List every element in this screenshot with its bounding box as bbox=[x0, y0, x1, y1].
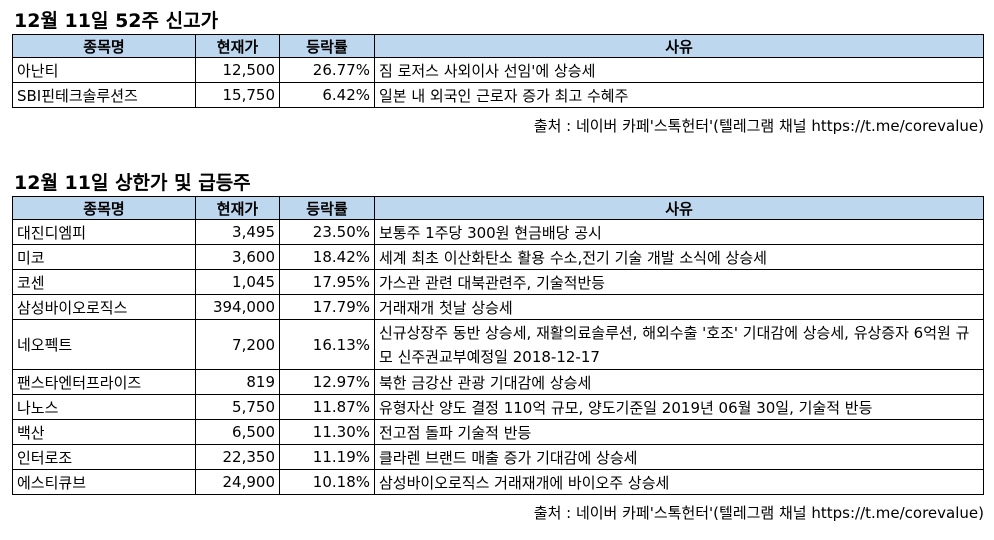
stock-name: 인터로조 bbox=[12, 444, 196, 470]
table-row: 팬스타엔터프라이즈 819 12.97% 북한 금강산 관광 기대감에 상승세 bbox=[12, 369, 984, 395]
stock-change: 23.50% bbox=[279, 219, 375, 245]
stock-name: 아난티 bbox=[12, 57, 196, 83]
stock-price: 3,600 bbox=[195, 244, 280, 270]
stock-reason: 세계 최초 이산화탄소 활용 수소,전기 기술 개발 소식에 상승세 bbox=[374, 244, 984, 270]
stock-price: 394,000 bbox=[195, 294, 280, 320]
stock-price: 6,500 bbox=[195, 419, 280, 445]
table-row: 미코 3,600 18.42% 세계 최초 이산화탄소 활용 수소,전기 기술 … bbox=[12, 244, 984, 270]
stock-price: 22,350 bbox=[195, 444, 280, 470]
stock-reason: 북한 금강산 관광 기대감에 상승세 bbox=[374, 369, 984, 395]
section2-title: 12월 11일 상한가 및 급등주 bbox=[14, 172, 251, 194]
col-header-name: 종목명 bbox=[12, 34, 196, 58]
stock-name: 코센 bbox=[12, 269, 196, 295]
source-note: 출처 : 네이버 카페'스톡헌터'(텔레그램 채널 https://t.me/c… bbox=[533, 504, 984, 522]
stock-name: SBI핀테크솔루션즈 bbox=[12, 82, 196, 108]
col-header-reason: 사유 bbox=[374, 34, 984, 58]
stock-price: 12,500 bbox=[195, 57, 280, 83]
stock-name: 백산 bbox=[12, 419, 196, 445]
stock-name: 삼성바이오로직스 bbox=[12, 294, 196, 320]
col-header-change: 등락률 bbox=[279, 34, 375, 58]
source-note: 출처 : 네이버 카페'스톡헌터'(텔레그램 채널 https://t.me/c… bbox=[533, 117, 984, 135]
stock-change: 11.19% bbox=[279, 444, 375, 470]
table-row: SBI핀테크솔루션즈 15,750 6.42% 일본 내 외국인 근로자 증가 … bbox=[12, 82, 984, 108]
stock-change: 16.13% bbox=[279, 319, 375, 370]
stock-change: 18.42% bbox=[279, 244, 375, 270]
table-row: 코센 1,045 17.95% 가스관 관련 대북관련주, 기술적반등 bbox=[12, 269, 984, 295]
table-row: 나노스 5,750 11.87% 유형자산 양도 결정 110억 규모, 양도기… bbox=[12, 394, 984, 420]
stock-price: 1,045 bbox=[195, 269, 280, 295]
col-header-price: 현재가 bbox=[195, 34, 280, 58]
stock-name: 미코 bbox=[12, 244, 196, 270]
section1-title: 12월 11일 52주 신고가 bbox=[14, 10, 219, 32]
stock-reason: 가스관 관련 대북관련주, 기술적반등 bbox=[374, 269, 984, 295]
stock-name: 팬스타엔터프라이즈 bbox=[12, 369, 196, 395]
table-row: 네오펙트 7,200 16.13% 신규상장주 동반 상승세, 재활의료솔루션,… bbox=[12, 319, 984, 370]
col-header-change: 등락률 bbox=[279, 196, 375, 220]
table-row: 대진디엠피 3,495 23.50% 보통주 1주당 300원 현금배당 공시 bbox=[12, 219, 984, 245]
stock-price: 24,900 bbox=[195, 469, 280, 495]
stock-reason: 거래재개 첫날 상승세 bbox=[374, 294, 984, 320]
stock-price: 819 bbox=[195, 369, 280, 395]
stock-price: 5,750 bbox=[195, 394, 280, 420]
stock-reason: 보통주 1주당 300원 현금배당 공시 bbox=[374, 219, 984, 245]
table-row: 백산 6,500 11.30% 전고점 돌파 기술적 반등 bbox=[12, 419, 984, 445]
stock-change: 11.30% bbox=[279, 419, 375, 445]
surge-stock-table: 종목명 현재가 등락률 사유 대진디엠피 3,495 23.50% 보통주 1주… bbox=[12, 196, 984, 495]
stock-name: 네오펙트 bbox=[12, 319, 196, 370]
stock-reason: 유형자산 양도 결정 110억 규모, 양도기준일 2019년 06월 30일,… bbox=[374, 394, 984, 420]
stock-reason: 클라렌 브랜드 매출 증가 기대감에 상승세 bbox=[374, 444, 984, 470]
stock-name: 대진디엠피 bbox=[12, 219, 196, 245]
stock-reason: 전고점 돌파 기술적 반등 bbox=[374, 419, 984, 445]
col-header-reason: 사유 bbox=[374, 196, 984, 220]
stock-change: 11.87% bbox=[279, 394, 375, 420]
stock-change: 6.42% bbox=[279, 82, 375, 108]
table-row: 삼성바이오로직스 394,000 17.79% 거래재개 첫날 상승세 bbox=[12, 294, 984, 320]
table-row: 인터로조 22,350 11.19% 클라렌 브랜드 매출 증가 기대감에 상승… bbox=[12, 444, 984, 470]
stock-change: 10.18% bbox=[279, 469, 375, 495]
stock-reason: 짐 로저스 사외이사 선임'에 상승세 bbox=[374, 57, 984, 83]
col-header-price: 현재가 bbox=[195, 196, 280, 220]
stock-name: 나노스 bbox=[12, 394, 196, 420]
stock-change: 17.79% bbox=[279, 294, 375, 320]
stock-change: 12.97% bbox=[279, 369, 375, 395]
stock-reason: 삼성바이오로직스 거래재개에 바이오주 상승세 bbox=[374, 469, 984, 495]
stock-change: 26.77% bbox=[279, 57, 375, 83]
table-row: 아난티 12,500 26.77% 짐 로저스 사외이사 선임'에 상승세 bbox=[12, 57, 984, 83]
stock-name: 에스티큐브 bbox=[12, 469, 196, 495]
stock-price: 3,495 bbox=[195, 219, 280, 245]
stock-reason: 신규상장주 동반 상승세, 재활의료솔루션, 해외수출 '호조' 기대감에 상승… bbox=[374, 319, 984, 370]
stock-reason: 일본 내 외국인 근로자 증가 최고 수혜주 bbox=[374, 82, 984, 108]
stock-price: 7,200 bbox=[195, 319, 280, 370]
header-row: 종목명 현재가 등락률 사유 bbox=[12, 34, 984, 58]
new-high-table: 종목명 현재가 등락률 사유 아난티 12,500 26.77% 짐 로저스 사… bbox=[12, 34, 984, 108]
col-header-name: 종목명 bbox=[12, 196, 196, 220]
header-row: 종목명 현재가 등락률 사유 bbox=[12, 196, 984, 220]
stock-price: 15,750 bbox=[195, 82, 280, 108]
table-row: 에스티큐브 24,900 10.18% 삼성바이오로직스 거래재개에 바이오주 … bbox=[12, 469, 984, 495]
stock-change: 17.95% bbox=[279, 269, 375, 295]
